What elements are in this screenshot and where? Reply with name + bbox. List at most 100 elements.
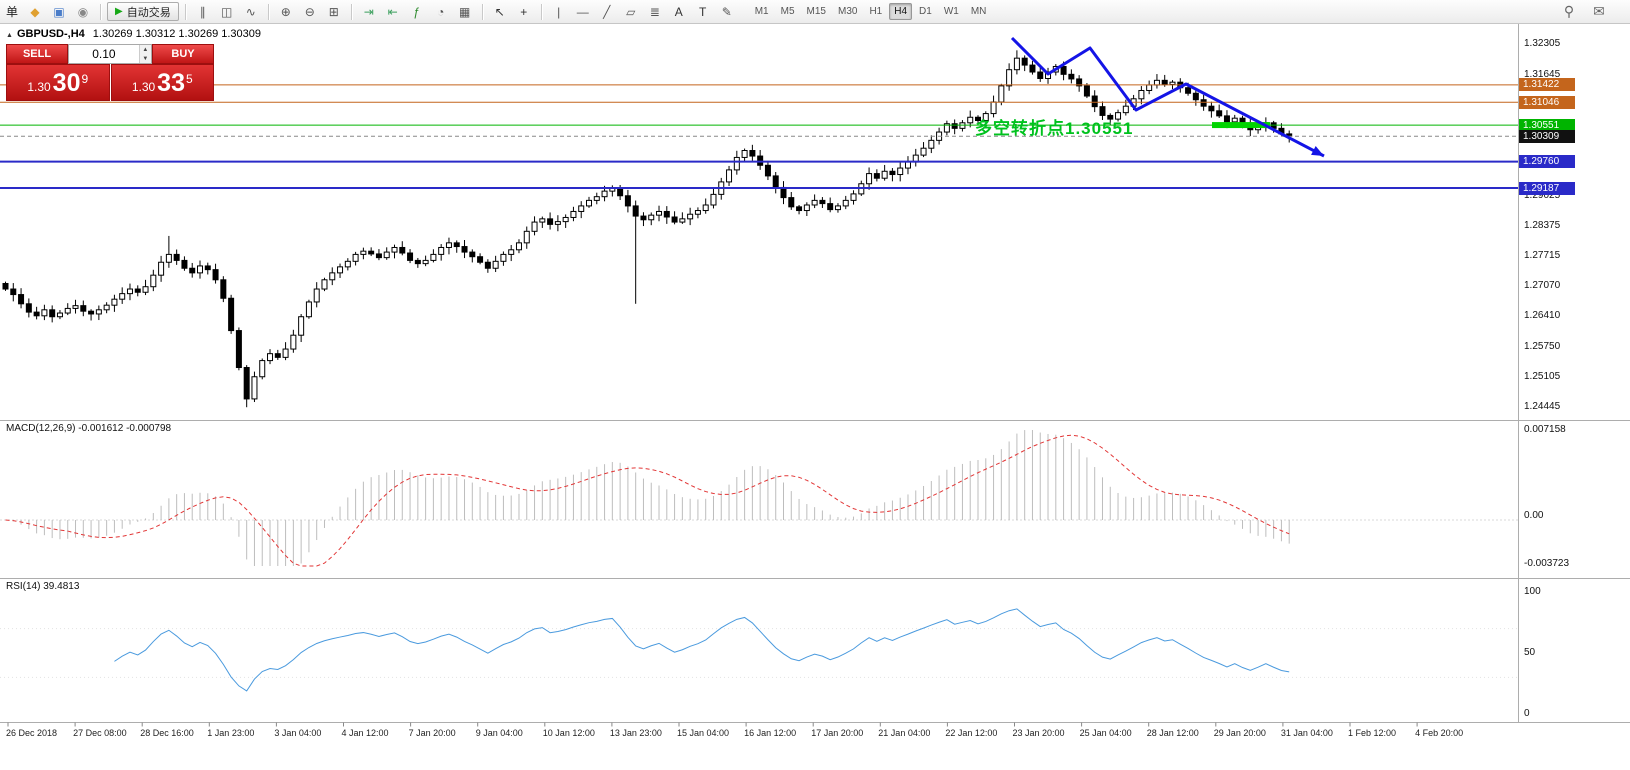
- toolbar-separator: [350, 3, 352, 20]
- price-axis-label: 1.29025: [1524, 189, 1561, 201]
- rsi-axis-label: 100: [1524, 586, 1541, 597]
- menu-text[interactable]: 单: [6, 5, 19, 19]
- candlestick-chart-icon[interactable]: ◫: [221, 4, 233, 19]
- time-axis-label: 22 Jan 12:00: [945, 728, 998, 738]
- time-axis-label: 16 Jan 12:00: [744, 728, 797, 738]
- time-axis-label: 29 Jan 20:00: [1213, 728, 1266, 738]
- zoom-out-icon[interactable]: ⊖: [304, 4, 315, 19]
- lot-down-button[interactable]: ▼: [139, 54, 151, 63]
- toolbar-separator: [100, 3, 102, 20]
- time-axis: 26 Dec 2018 27 Dec 08:00 28 Dec 16:00 1 Jan…: [0, 724, 1630, 746]
- symbol-label: GBPUSD-,H4: [16, 28, 85, 40]
- arrows-icon[interactable]: ✎: [721, 4, 732, 19]
- price-axis-label: 1.32305: [1524, 38, 1561, 50]
- timeframe-mn[interactable]: MN: [966, 3, 992, 20]
- timeframe-h4[interactable]: H4: [889, 3, 913, 20]
- sell-price[interactable]: 1.30 30 9: [6, 64, 110, 101]
- support-bar[interactable]: [1212, 122, 1270, 129]
- macd-axis-label: 0.007158: [1524, 424, 1566, 435]
- one-click-trading-panel: SELL ▲ ▼ BUY 1.30 30 9 1.30: [6, 44, 214, 101]
- auto-trading-button[interactable]: ▶ 自动交易: [107, 2, 179, 21]
- community-icon[interactable]: ✉: [1593, 3, 1605, 19]
- auto-scroll-icon[interactable]: ⇥: [363, 4, 374, 19]
- sell-price-pip: 9: [81, 72, 89, 86]
- time-axis-label: 4 Jan 12:00: [341, 728, 389, 738]
- time-axis-label: 3 Jan 04:00: [274, 728, 322, 738]
- market-watch-icon[interactable]: ▣: [53, 4, 65, 19]
- lot-spinner: ▲ ▼: [138, 45, 151, 63]
- chart-canvas[interactable]: [0, 24, 1630, 770]
- timeframe-m30[interactable]: M30: [833, 3, 862, 20]
- cursor-icon[interactable]: ↖: [494, 4, 505, 19]
- lot-size-input[interactable]: [69, 45, 139, 63]
- time-axis-label: 31 Jan 04:00: [1280, 728, 1333, 738]
- time-axis-label: 1 Feb 12:00: [1348, 728, 1397, 738]
- crosshair-icon[interactable]: +: [520, 4, 528, 19]
- tile-windows-icon[interactable]: ⊞: [328, 4, 339, 19]
- buy-price-pip: 5: [185, 72, 193, 86]
- buy-button[interactable]: BUY: [152, 44, 214, 64]
- templates-icon[interactable]: ▦: [459, 4, 471, 19]
- panel-separators: [0, 24, 1630, 727]
- chart-shift-icon[interactable]: ⇤: [387, 4, 398, 19]
- vertical-line-icon[interactable]: |: [557, 4, 561, 19]
- buy-price-big: 33: [157, 69, 185, 97]
- time-axis-label: 23 Jan 20:00: [1012, 728, 1065, 738]
- price-axis-label: 1.27070: [1524, 279, 1561, 291]
- line-chart-icon[interactable]: ∿: [245, 4, 256, 19]
- navigator-icon[interactable]: ◉: [77, 4, 89, 19]
- price-badge: 1.30309: [1519, 129, 1575, 143]
- level-lines: [0, 84, 1518, 190]
- horizontal-line-icon[interactable]: —: [576, 4, 589, 19]
- lot-up-button[interactable]: ▲: [139, 45, 151, 54]
- symbol-icon: ▲: [6, 32, 13, 39]
- timeframe-m15[interactable]: M15: [802, 3, 831, 20]
- trendline-icon[interactable]: ╱: [603, 4, 611, 19]
- price-axis: 1.32305 1.31645 1.29025 1.28375 1.27715 1.270…: [1519, 24, 1630, 770]
- timeframe-m5[interactable]: M5: [776, 3, 800, 20]
- macd-label: MACD(12,26,9) -0.001612 -0.000798: [6, 423, 172, 434]
- text-label-icon[interactable]: T: [699, 4, 707, 19]
- timeframe-w1[interactable]: W1: [939, 3, 964, 20]
- time-axis-label: 28 Jan 12:00: [1146, 728, 1199, 738]
- zoom-in-icon[interactable]: ⊕: [280, 4, 291, 19]
- sell-button[interactable]: SELL: [6, 44, 68, 64]
- price-axis-label: 1.25750: [1524, 340, 1561, 352]
- fibonacci-icon[interactable]: ≣: [649, 4, 660, 19]
- trade-panel-price-row: 1.30 30 9 1.30 33 5: [6, 64, 214, 101]
- timeframe-m1[interactable]: M1: [750, 3, 774, 20]
- ohlc-label: 1.30269 1.30312 1.30269 1.30309: [92, 28, 261, 40]
- price-badge: 1.29760: [1519, 155, 1575, 169]
- auto-trading-button-label: 自动交易: [126, 6, 171, 19]
- timeframe-bar: M1 M5 M15 M30 H1 H4 D1 W1 MN: [750, 3, 992, 20]
- time-axis-label: 26 Dec 2018: [6, 728, 58, 738]
- bar-chart-icon[interactable]: ∥: [199, 4, 206, 19]
- timeframe-d1[interactable]: D1: [914, 3, 937, 20]
- periods-icon[interactable]: ◔: [437, 4, 445, 19]
- price-badge: 1.30551: [1519, 118, 1575, 132]
- toolbar-separator: [184, 3, 186, 20]
- price-axis-label: 1.31645: [1524, 68, 1561, 80]
- text-icon[interactable]: A: [674, 4, 683, 19]
- rsi-line: [114, 608, 1290, 692]
- time-axis-label: 1 Jan 23:00: [207, 728, 255, 738]
- price-badge: 1.31422: [1519, 78, 1575, 92]
- search-icon[interactable]: ⚲: [1563, 3, 1575, 19]
- trend-arrow[interactable]: [1010, 36, 1325, 158]
- toolbar-groups: ◆ ▣ ◉ ▶ 自动交易 ∥ ◫ ∿ ⊕ ⊖ ⊞ ⇥ ⇤ ƒ ◔ ▦ ↖ + | — ╱ ▱ ≣ A T ✎: [24, 2, 738, 22]
- chart-area: ▲ GBPUSD-,H4 1.30269 1.30312 1.30269 1.303…: [0, 24, 1630, 770]
- time-axis-label: 25 Jan 04:00: [1079, 728, 1132, 738]
- time-axis-label: 15 Jan 04:00: [677, 728, 730, 738]
- channel-icon[interactable]: ▱: [626, 4, 636, 19]
- timeframe-h1[interactable]: H1: [864, 3, 887, 20]
- time-axis-label: 10 Jan 12:00: [542, 728, 595, 738]
- price-axis-label: 1.26410: [1524, 310, 1561, 322]
- sell-price-prefix: 1.30: [27, 80, 51, 94]
- indicators-icon[interactable]: ƒ: [413, 4, 421, 19]
- time-axis-label: 9 Jan 04:00: [475, 728, 523, 738]
- new-order-icon[interactable]: ◆: [30, 4, 40, 19]
- pivot-annotation[interactable]: 多空转折点1.30551: [975, 119, 1134, 138]
- buy-price[interactable]: 1.30 33 5: [110, 64, 214, 101]
- rsi-axis-label: 50: [1524, 647, 1536, 658]
